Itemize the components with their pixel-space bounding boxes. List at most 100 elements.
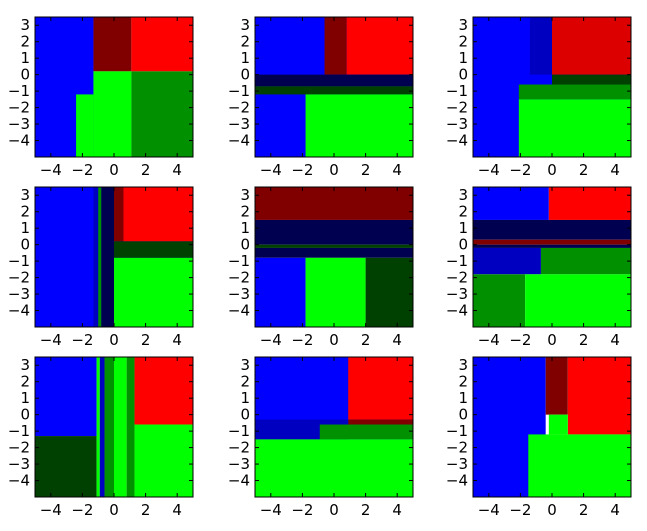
y-tick-label: −1: [8, 252, 30, 270]
y-tick-label: −3: [446, 115, 468, 133]
y-tick-label: −3: [8, 115, 30, 133]
y-tick-label: −3: [228, 115, 250, 133]
region-3: [567, 357, 631, 435]
x-tick-label: 0: [547, 331, 557, 349]
y-tick-label: −4: [8, 302, 30, 320]
region-6: [114, 357, 127, 497]
region-6: [255, 439, 413, 497]
decision-regions: [35, 17, 193, 157]
y-tick-label: 0: [458, 406, 468, 424]
y-tick-label: −4: [446, 472, 468, 490]
region-4: [473, 239, 631, 245]
y-tick-label: 0: [20, 66, 30, 84]
region-4: [76, 94, 94, 157]
y-tick-label: −2: [228, 269, 250, 287]
x-tick-label: 4: [610, 331, 620, 349]
y-tick-label: 1: [20, 49, 30, 67]
x-tick-label: −4: [260, 501, 282, 519]
y-tick-label: −3: [8, 455, 30, 473]
y-tick-label: −2: [228, 99, 250, 117]
region-3: [255, 244, 413, 248]
y-tick-label: −1: [8, 82, 30, 100]
y-tick-label: 1: [20, 389, 30, 407]
region-2: [548, 187, 631, 220]
region-5: [518, 84, 631, 100]
x-tick-label: 4: [610, 161, 620, 179]
y-tick-label: 0: [20, 236, 30, 254]
y-tick-label: −1: [228, 422, 250, 440]
x-tick-label: −2: [291, 331, 313, 349]
region-3: [96, 357, 100, 497]
y-tick-label: −4: [228, 472, 250, 490]
x-tick-label: 2: [141, 161, 151, 179]
decision-regions: [255, 357, 413, 497]
region-2: [348, 357, 413, 420]
y-tick-label: −4: [228, 132, 250, 150]
y-tick-label: 1: [240, 389, 250, 407]
region-1: [35, 357, 97, 437]
x-tick-label: −2: [509, 161, 531, 179]
x-tick-label: −2: [71, 161, 93, 179]
y-tick-label: −3: [228, 455, 250, 473]
y-tick-label: 3: [20, 356, 30, 374]
region-8: [114, 257, 193, 327]
x-tick-label: 4: [172, 331, 182, 349]
y-tick-label: −3: [446, 285, 468, 303]
region-9: [134, 424, 193, 497]
y-tick-label: −2: [446, 99, 468, 117]
decision-regions: [35, 357, 193, 497]
region-4: [552, 74, 631, 85]
region-2: [93, 187, 99, 327]
region-3: [131, 17, 193, 72]
region-5: [93, 71, 132, 157]
y-tick-label: 3: [458, 356, 468, 374]
y-tick-label: −3: [228, 285, 250, 303]
y-tick-label: 1: [240, 219, 250, 237]
y-tick-label: 0: [240, 236, 250, 254]
region-7: [540, 247, 631, 275]
y-tick-label: 2: [240, 33, 250, 51]
y-tick-label: 0: [458, 66, 468, 84]
x-tick-label: 2: [361, 501, 371, 519]
region-2: [255, 219, 413, 245]
region-6: [473, 247, 541, 275]
region-6: [305, 257, 366, 327]
y-tick-label: −2: [446, 269, 468, 287]
y-tick-label: −3: [8, 285, 30, 303]
y-tick-label: 2: [240, 203, 250, 221]
y-tick-label: 3: [20, 186, 30, 204]
x-tick-label: 0: [329, 331, 339, 349]
x-tick-label: −4: [478, 331, 500, 349]
region-6: [518, 99, 631, 157]
y-tick-label: −4: [8, 132, 30, 150]
decision-regions: [255, 187, 413, 327]
region-9: [525, 274, 631, 327]
region-3: [473, 219, 631, 240]
region-2: [529, 17, 552, 75]
y-tick-label: 2: [20, 203, 30, 221]
y-tick-label: 3: [458, 186, 468, 204]
y-tick-label: −4: [8, 472, 30, 490]
region-5: [473, 244, 631, 248]
y-tick-label: 2: [20, 33, 30, 51]
y-tick-label: −2: [8, 439, 30, 457]
y-tick-label: 3: [240, 16, 250, 34]
y-tick-label: −4: [228, 302, 250, 320]
x-tick-label: −4: [478, 501, 500, 519]
region-4: [548, 414, 568, 435]
region-5: [114, 187, 124, 242]
region-7: [365, 257, 413, 327]
region-7: [114, 241, 193, 258]
decision-regions: [35, 187, 193, 327]
x-tick-label: −4: [40, 161, 62, 179]
y-tick-label: 3: [240, 186, 250, 204]
decision-regions: [473, 357, 631, 497]
y-tick-label: 2: [458, 203, 468, 221]
x-tick-label: 0: [109, 331, 119, 349]
